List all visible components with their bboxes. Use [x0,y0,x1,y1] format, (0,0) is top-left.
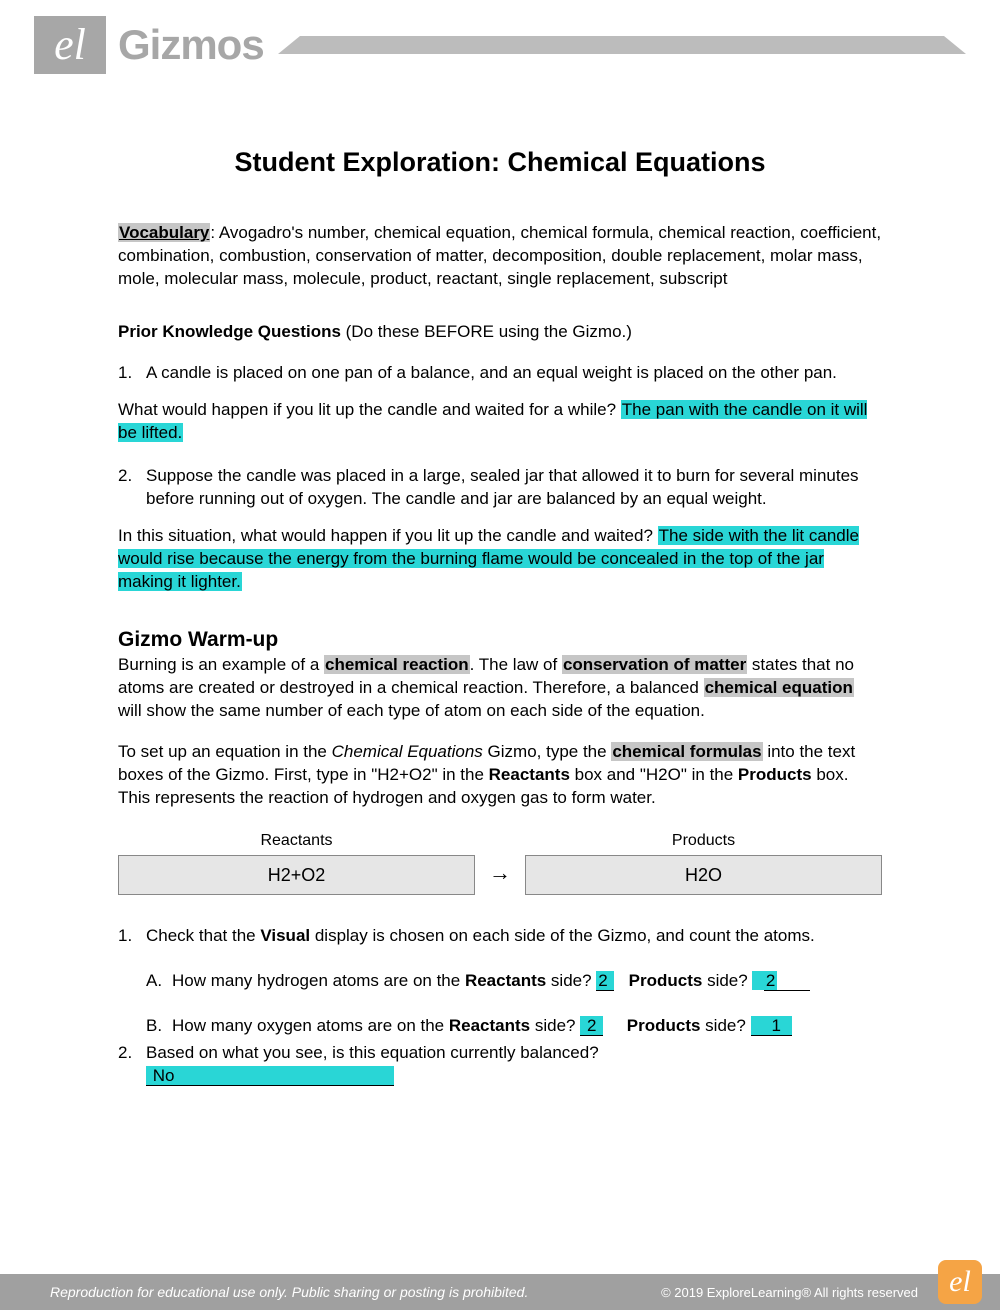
document-content: Student Exploration: Chemical Equations … [0,74,1000,1088]
q2-answer: No [146,1066,394,1086]
qa-reactants-bold: Reactants [465,971,546,990]
q-text: Suppose the candle was placed in a large… [146,465,882,511]
question-2: 2. Based on what you see, is this equati… [118,1042,882,1088]
q-text: Based on what you see, is this equation … [146,1042,599,1088]
vocabulary-text: : Avogadro's number, chemical equation, … [118,223,881,288]
arrow-icon: → [489,858,511,896]
q1-a: Check that the [146,926,260,945]
qa-answer-2v: 2 [764,971,777,991]
prior-q2: 2. Suppose the candle was placed in a la… [118,465,882,511]
vocabulary-section: Vocabulary: Avogadro's number, chemical … [118,222,882,291]
qa-answer-2 [752,971,763,990]
sub-letter: A. [146,970,172,993]
logo-script-icon: el [54,23,86,67]
reactants-input[interactable]: H2+O2 [118,855,475,895]
qa-a: How many hydrogen atoms are on the [172,971,465,990]
header-bar: el Gizmos [0,16,1000,74]
q-text: A candle is placed on one pan of a balan… [146,362,837,385]
reactants-bold: Reactants [489,765,570,784]
qa-answer-1: 2 [596,971,614,991]
term-conservation-matter: conservation of matter [562,655,747,674]
q1-follow-text: What would happen if you lit up the cand… [118,400,621,419]
warmup-p2-b: Gizmo, type the [483,742,612,761]
qa-d: side? [702,971,752,990]
vocabulary-label: Vocabulary [118,223,210,242]
question-1: 1. Check that the Visual display is chos… [118,925,882,948]
warmup-p2-a: To set up an equation in the [118,742,332,761]
prior-q1: 1. A candle is placed on one pan of a ba… [118,362,882,385]
sub-text: How many oxygen atoms are on the Reactan… [172,1015,792,1038]
warmup-p1: Burning is an example of a chemical reac… [118,654,882,723]
prior-q2-follow: In this situation, what would happen if … [118,525,882,594]
term-chemical-equation: chemical equation [704,678,854,697]
qb-a: How many oxygen atoms are on the [172,1016,449,1035]
logo-box: el [34,16,106,74]
footer-right-text: © 2019 ExploreLearning® All rights reser… [661,1285,918,1300]
warmup-heading: Gizmo Warm-up [118,626,882,654]
qb-answer-2: 1 [751,1016,793,1036]
warmup-p1-a: Burning is an example of a [118,655,324,674]
term-chemical-formulas: chemical formulas [611,742,762,761]
q2-follow-text: In this situation, what would happen if … [118,526,658,545]
footer-logo-icon: el [938,1260,982,1304]
q-text: Check that the Visual display is chosen … [146,925,815,948]
equation-row: Reactants H2+O2 → Products H2O [118,830,882,896]
term-chemical-reaction: chemical reaction [324,655,470,674]
visual-bold: Visual [260,926,310,945]
qa-c [614,971,628,990]
sub-letter: B. [146,1015,172,1038]
q-number: 2. [118,1042,146,1088]
reactants-column: Reactants H2+O2 [118,830,475,896]
q-number: 1. [118,362,146,385]
warmup-p1-b: . The law of [470,655,562,674]
footer-bar: Reproduction for educational use only. P… [0,1274,1000,1310]
q2-text: Based on what you see, is this equation … [146,1043,599,1062]
products-bold: Products [738,765,812,784]
q-number: 2. [118,465,146,511]
sub-question-b: B. How many oxygen atoms are on the Reac… [146,1015,882,1038]
qa-products-bold: Products [629,971,703,990]
sub-text: How many hydrogen atoms are on the React… [172,970,810,993]
warmup-p2-d: box and "H2O" in the [570,765,738,784]
reactants-label: Reactants [118,830,475,852]
prior-knowledge-section: Prior Knowledge Questions (Do these BEFO… [118,321,882,593]
warmup-p2: To set up an equation in the Chemical Eq… [118,741,882,810]
qb-d: side? [700,1016,750,1035]
qb-answer-1: 2 [580,1016,603,1036]
qb-c [603,1016,627,1035]
page-title: Student Exploration: Chemical Equations [118,144,882,180]
footer-left-text: Reproduction for educational use only. P… [50,1284,661,1300]
prior-heading-rest: (Do these BEFORE using the Gizmo.) [341,322,632,341]
qa-b: side? [546,971,596,990]
prior-heading-bold: Prior Knowledge Questions [118,322,341,341]
warmup-p1-d: will show the same number of each type o… [118,701,705,720]
products-label: Products [525,830,882,852]
prior-q1-follow: What would happen if you lit up the cand… [118,399,882,445]
qb-products-bold: Products [627,1016,701,1035]
brand-text: Gizmos [118,21,264,69]
q1-b: display is chosen on each side of the Gi… [310,926,815,945]
sub-question-a: A. How many hydrogen atoms are on the Re… [146,970,882,993]
qb-reactants-bold: Reactants [449,1016,530,1035]
products-input[interactable]: H2O [525,855,882,895]
qb-b: side? [530,1016,580,1035]
blank-tail [777,971,809,991]
header-stripe [278,36,966,54]
gizmo-name-italic: Chemical Equations [332,742,483,761]
q-number: 1. [118,925,146,948]
products-column: Products H2O [525,830,882,896]
page: el Gizmos Student Exploration: Chemical … [0,16,1000,1310]
